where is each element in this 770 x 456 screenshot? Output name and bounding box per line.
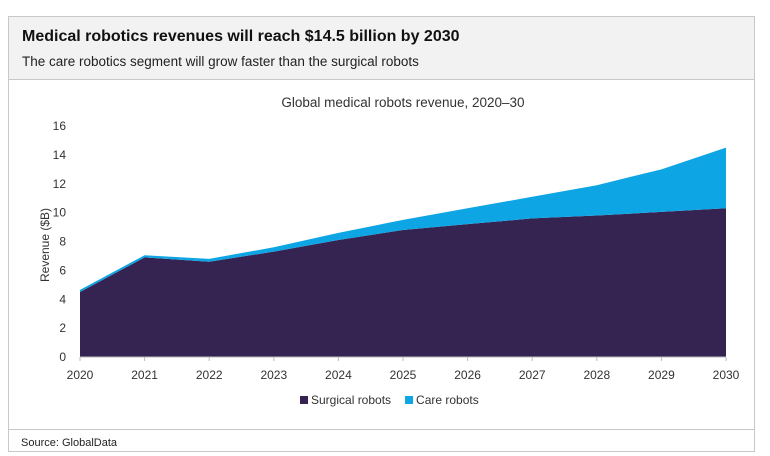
area-care-robots — [80, 147, 726, 293]
x-tick-label: 2029 — [648, 368, 675, 382]
x-tick-label: 2022 — [196, 368, 223, 382]
legend-label: Care robots — [416, 393, 479, 407]
x-tick-label: 2021 — [131, 368, 158, 382]
card-subtitle: The care robotics segment will grow fast… — [22, 54, 419, 69]
y-tick-label: 12 — [53, 177, 67, 191]
y-axis-label: Revenue ($B) — [38, 208, 52, 282]
x-tick-label: 2020 — [67, 368, 94, 382]
chart-card: Medical robotics revenues will reach $14… — [8, 16, 755, 452]
y-tick-label: 8 — [59, 235, 66, 249]
x-tick-label: 2026 — [454, 368, 481, 382]
x-tick-label: 2024 — [325, 368, 352, 382]
chart-header: Medical robotics revenues will reach $14… — [9, 17, 754, 80]
x-tick-label: 2025 — [390, 368, 417, 382]
x-tick-label: 2030 — [713, 368, 740, 382]
x-tick-label: 2027 — [519, 368, 546, 382]
source-note: Source: GlobalData — [9, 429, 754, 449]
legend-swatch — [405, 396, 414, 404]
y-tick-label: 10 — [53, 206, 67, 220]
area-surgical-robots — [80, 208, 726, 357]
y-tick-label: 16 — [53, 119, 67, 133]
y-tick-label: 4 — [59, 292, 66, 306]
x-tick-label: 2028 — [583, 368, 610, 382]
y-tick-label: 14 — [53, 148, 67, 162]
y-tick-label: 6 — [59, 263, 66, 277]
chart-title: Global medical robots revenue, 2020–30 — [281, 95, 524, 110]
x-tick-label: 2023 — [260, 368, 287, 382]
y-tick-label: 2 — [59, 321, 66, 335]
legend-swatch — [300, 396, 308, 404]
legend-label: Surgical robots — [311, 393, 391, 407]
y-tick-label: 0 — [59, 350, 66, 364]
card-title: Medical robotics revenues will reach $14… — [22, 28, 460, 45]
